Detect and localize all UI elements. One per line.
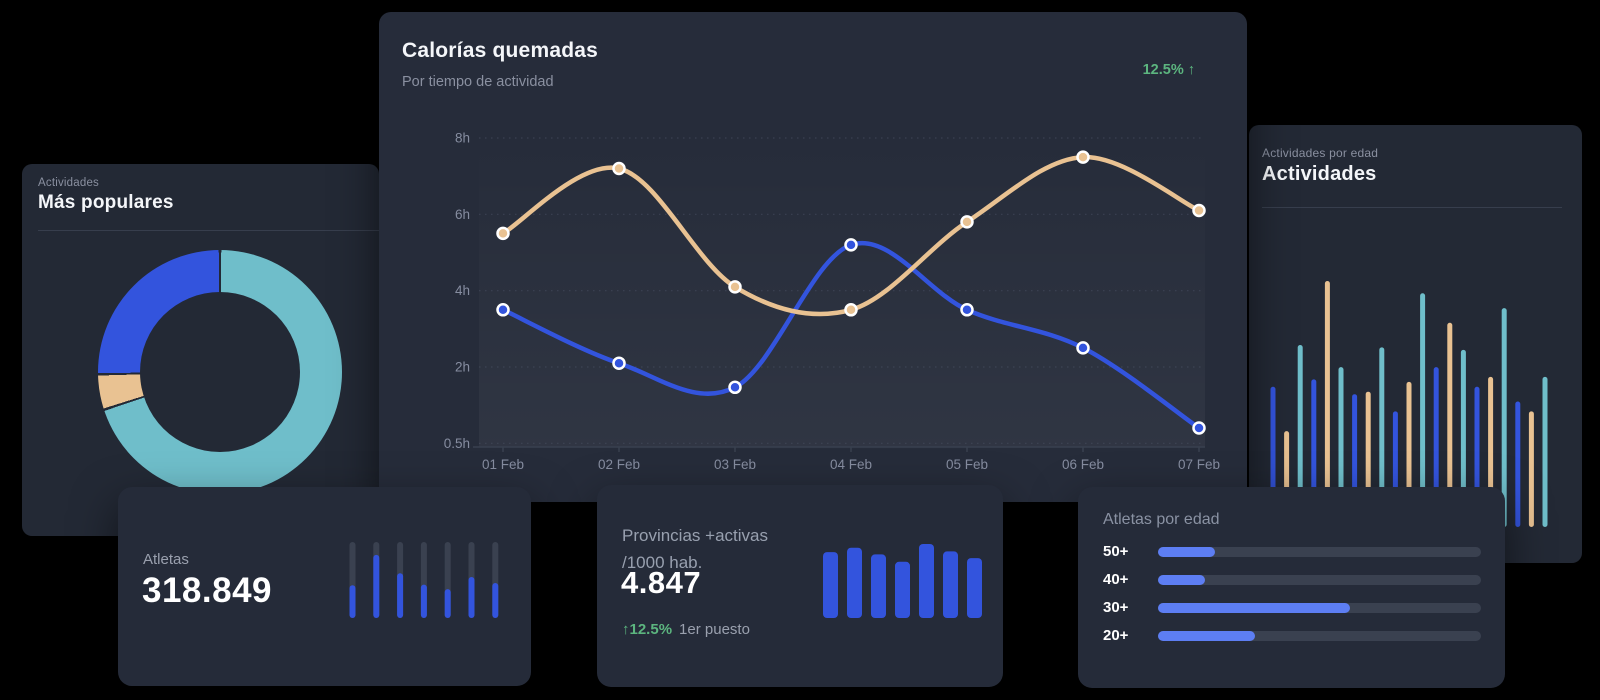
calories-trend-up-badge: 12.5% ↑ xyxy=(1142,62,1195,78)
athletes-age-title: Atletas por edad xyxy=(1103,511,1220,528)
calories-title: Calorías quemadas xyxy=(402,39,598,62)
card-calories-burned: Calorías quemadas Por tiempo de activida… xyxy=(379,12,1247,502)
card-athletes-total: Atletas 318.849 xyxy=(118,487,531,686)
provinces-change-note: 1er puesto xyxy=(679,621,750,638)
provinces-change-up-arrow: ↑12.5% xyxy=(622,621,673,638)
provinces-change-row: ↑12.5% 1er puesto xyxy=(622,621,750,638)
athletes-label: Atletas xyxy=(143,551,189,568)
provinces-label-line2: /1000 hab. xyxy=(622,553,703,573)
age-row-label-50: 50+ xyxy=(1103,543,1129,560)
age-progress-fill xyxy=(1158,547,1215,557)
athletes-sparkline xyxy=(349,542,499,618)
svg-text:03 Feb: 03 Feb xyxy=(714,457,756,472)
provinces-value: 4.847 xyxy=(621,565,702,600)
age-progress-fill xyxy=(1158,631,1255,641)
popular-eyebrow: Actividades xyxy=(38,177,100,189)
svg-text:02 Feb: 02 Feb xyxy=(598,457,640,472)
provinces-label-line1: Provincias +activas xyxy=(622,526,768,545)
popular-divider xyxy=(38,230,379,231)
svg-text:8h: 8h xyxy=(455,131,470,146)
popular-title: Más populares xyxy=(38,192,174,213)
age-progress-track xyxy=(1158,575,1481,585)
age-progress-track xyxy=(1158,603,1481,613)
provinces-label: Provincias +activas /1000 hab. xyxy=(622,522,768,576)
svg-text:07 Feb: 07 Feb xyxy=(1178,457,1220,472)
age-progress-fill xyxy=(1158,603,1350,613)
actage-title: Actividades xyxy=(1262,163,1377,185)
actage-divider xyxy=(1262,207,1562,208)
card-provinces-active: Provincias +activas /1000 hab. 4.847 ↑12… xyxy=(597,485,1003,687)
card-popular-activities: Actividades Más populares xyxy=(22,164,379,536)
svg-text:0.5h: 0.5h xyxy=(444,436,470,451)
age-row-label-20: 20+ xyxy=(1103,627,1129,644)
age-progress-track xyxy=(1158,631,1481,641)
card-athletes-by-age: Atletas por edad 50+ 40+ 30+ 20+ xyxy=(1078,487,1505,688)
calories-subtitle: Por tiempo de actividad xyxy=(402,74,554,90)
actage-eyebrow: Actividades por edad xyxy=(1262,146,1379,160)
svg-text:4h: 4h xyxy=(455,283,470,298)
svg-text:6h: 6h xyxy=(455,207,470,222)
donut-hole xyxy=(140,292,300,452)
age-row-label-40: 40+ xyxy=(1103,571,1129,588)
age-progress-fill xyxy=(1158,575,1205,585)
svg-text:01 Feb: 01 Feb xyxy=(482,457,524,472)
calories-line-chart: 8h 6h 4h 2h 0.5h 01 Feb 02 Feb 03 Feb 04 Feb 05 F… xyxy=(444,131,1220,473)
svg-text:05 Feb: 05 Feb xyxy=(946,457,988,472)
svg-text:04 Feb: 04 Feb xyxy=(830,457,872,472)
athletes-value: 318.849 xyxy=(142,571,273,610)
svg-text:06 Feb: 06 Feb xyxy=(1062,457,1104,472)
popular-donut-chart xyxy=(98,250,342,494)
svg-text:2h: 2h xyxy=(455,360,470,375)
provinces-bar-chart xyxy=(823,544,982,618)
age-progress-track xyxy=(1158,547,1481,557)
age-row-label-30: 30+ xyxy=(1103,599,1129,616)
